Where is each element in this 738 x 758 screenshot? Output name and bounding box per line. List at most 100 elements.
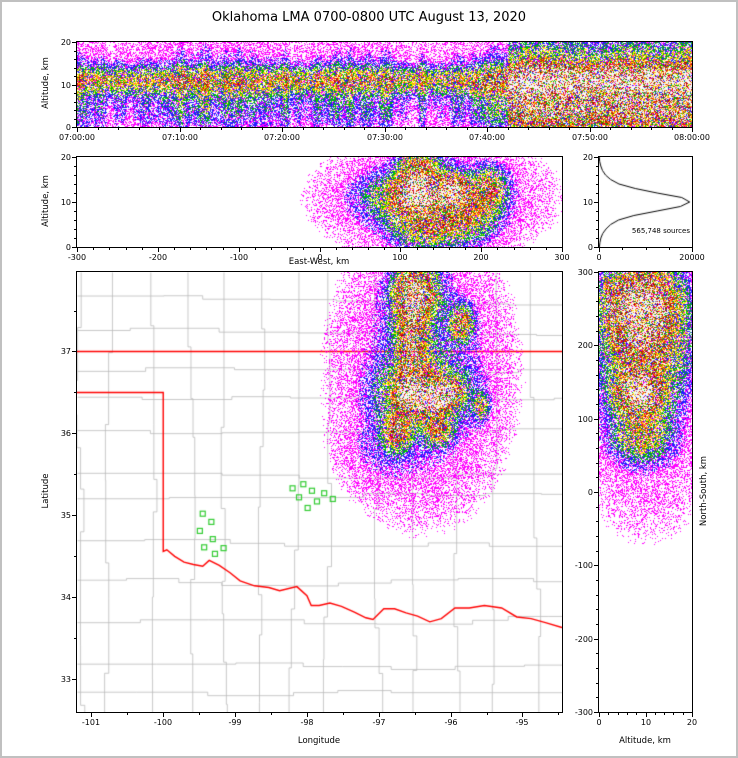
ew-x-minor-tick — [109, 248, 110, 250]
hist-y-tick — [594, 247, 598, 248]
ew-x-tick — [239, 248, 240, 252]
time-x-minor-tick — [241, 128, 242, 130]
time-x-tick — [487, 128, 488, 132]
hist-y-minor-tick — [596, 184, 598, 185]
map-x-tick — [91, 713, 92, 717]
hist-y-minor-tick — [596, 166, 598, 167]
north-south-ylabel: North-South, km — [699, 455, 709, 527]
ns-x-tick-label: 20 — [686, 718, 698, 727]
time-x-tick — [590, 128, 591, 132]
map-y-tick-label: 36 — [60, 429, 71, 438]
ew-x-minor-tick — [514, 248, 515, 250]
map-y-tick-label: 33 — [60, 675, 71, 684]
map-y-tick-label: 37 — [60, 347, 71, 356]
hist-y-minor-tick — [596, 211, 598, 212]
ns-y-minor-tick — [596, 697, 598, 698]
time-height-density-plot — [77, 42, 692, 127]
ew-y-minor-tick — [74, 220, 76, 221]
time-y-minor-tick — [74, 110, 76, 111]
time-x-minor-tick — [672, 128, 673, 130]
map-xlabel: Longitude — [297, 736, 341, 746]
ns-y-tick — [594, 272, 598, 273]
map-x-tick — [379, 713, 380, 717]
ew-x-minor-tick — [449, 248, 450, 250]
map-x-minor-tick — [487, 713, 488, 715]
ns-y-tick — [594, 492, 598, 493]
ew-x-tick — [320, 248, 321, 252]
ew-x-minor-tick — [303, 248, 304, 250]
hist-y-tick-label: 0 — [587, 243, 593, 252]
ew-x-minor-tick — [384, 248, 385, 250]
time-x-tick-label: 07:00:00 — [59, 133, 95, 142]
time-x-minor-tick — [323, 128, 324, 130]
hist-x-tick — [599, 248, 600, 252]
ns-y-minor-tick — [596, 668, 598, 669]
hist-x-tick — [692, 248, 693, 252]
time-x-minor-tick — [303, 128, 304, 130]
ew-x-tick — [158, 248, 159, 252]
ns-y-minor-tick — [596, 301, 598, 302]
ew-x-minor-tick — [368, 248, 369, 250]
ns-x-tick — [646, 713, 647, 717]
ns-y-minor-tick — [596, 316, 598, 317]
ns-x-minor-tick — [636, 713, 637, 715]
ns-y-tick — [594, 565, 598, 566]
ew-y-tick — [72, 247, 76, 248]
hist-x-minor-tick — [669, 248, 670, 250]
map-y-tick-label: 35 — [60, 511, 71, 520]
hist-y-tick-label: 10 — [582, 198, 593, 207]
ns-x-tick-label: 0 — [596, 718, 602, 727]
east-west-panel — [76, 156, 563, 248]
hist-x-minor-tick — [646, 248, 647, 250]
time-y-minor-tick — [74, 102, 76, 103]
ew-x-minor-tick — [206, 248, 207, 250]
ns-y-minor-tick — [596, 683, 598, 684]
map-y-tick — [72, 597, 76, 598]
ew-y-tick-label: 10 — [60, 198, 71, 207]
ns-y-tick — [594, 712, 598, 713]
hist-y-minor-tick — [596, 238, 598, 239]
ew-x-tick — [77, 248, 78, 252]
time-x-tick-label: 07:10:00 — [162, 133, 198, 142]
ns-x-tick — [599, 713, 600, 717]
ns-y-tick-label: 200 — [577, 341, 593, 350]
time-x-tick — [77, 128, 78, 132]
time-x-tick-label: 08:00:00 — [674, 133, 710, 142]
hist-y-tick — [594, 157, 598, 158]
time-x-tick — [692, 128, 693, 132]
map-y-minor-tick — [74, 474, 76, 475]
time-x-tick — [282, 128, 283, 132]
time-x-minor-tick — [508, 128, 509, 130]
ew-x-tick — [481, 248, 482, 252]
ns-x-minor-tick — [673, 713, 674, 715]
ns-y-minor-tick — [596, 375, 598, 376]
map-y-minor-tick — [74, 392, 76, 393]
time-x-minor-tick — [467, 128, 468, 130]
ns-y-tick — [594, 345, 598, 346]
ns-x-minor-tick — [664, 713, 665, 715]
ew-y-tick-label: 0 — [65, 243, 71, 252]
north-south-panel — [598, 271, 693, 713]
time-x-minor-tick — [118, 128, 119, 130]
ns-y-tick-label: -300 — [574, 708, 593, 717]
map-x-tick — [451, 713, 452, 717]
ns-x-minor-tick — [683, 713, 684, 715]
time-x-tick — [385, 128, 386, 132]
ew-x-tick — [562, 248, 563, 252]
ew-x-minor-tick — [223, 248, 224, 250]
east-west-xlabel: East-West, km — [288, 257, 350, 267]
map-x-tick-label: -97 — [372, 718, 386, 727]
ew-y-minor-tick — [74, 184, 76, 185]
plan-map-panel — [76, 271, 563, 713]
ew-x-minor-tick — [417, 248, 418, 250]
ew-x-minor-tick — [93, 248, 94, 250]
ns-y-minor-tick — [596, 448, 598, 449]
time-x-minor-tick — [426, 128, 427, 130]
map-x-tick-label: -100 — [153, 718, 173, 727]
ew-y-minor-tick — [74, 166, 76, 167]
ns-y-minor-tick — [596, 360, 598, 361]
ew-x-minor-tick — [352, 248, 353, 250]
source-count-annotation: 565,748 sources — [631, 227, 690, 235]
map-x-tick-label: -98 — [300, 718, 314, 727]
